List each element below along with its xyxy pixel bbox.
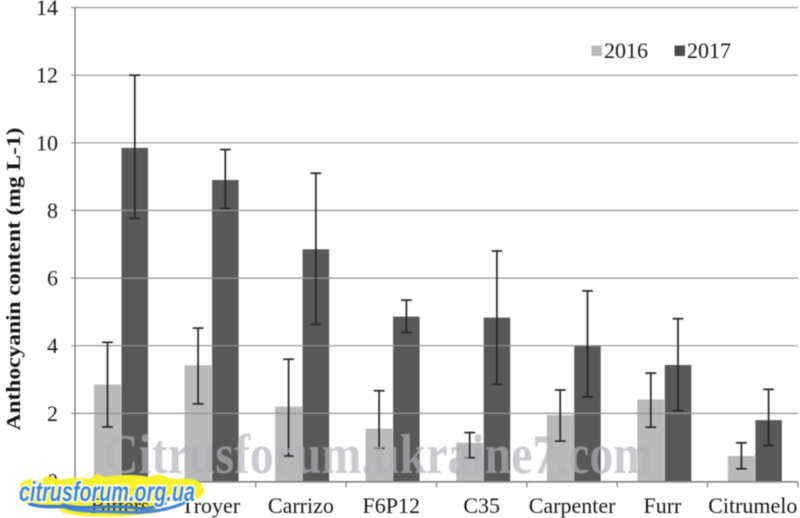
svg-text:C35: C35 bbox=[463, 493, 500, 518]
svg-text:14: 14 bbox=[36, 0, 58, 20]
svg-text:2016: 2016 bbox=[604, 38, 648, 63]
svg-text:citrusforum.org.ua: citrusforum.org.ua bbox=[19, 476, 195, 507]
svg-text:Carrizo: Carrizo bbox=[268, 493, 334, 518]
svg-text:2017: 2017 bbox=[687, 38, 731, 63]
svg-text:Carpenter: Carpenter bbox=[529, 493, 616, 518]
svg-text:2: 2 bbox=[47, 401, 58, 426]
svg-text:F6P12: F6P12 bbox=[363, 493, 420, 518]
svg-text:8: 8 bbox=[47, 198, 58, 223]
svg-text:4: 4 bbox=[47, 333, 58, 358]
svg-text:6: 6 bbox=[47, 266, 58, 291]
svg-text:Furr: Furr bbox=[643, 493, 682, 518]
svg-text:Citrumelo: Citrumelo bbox=[708, 493, 797, 518]
svg-text:10: 10 bbox=[36, 130, 58, 155]
svg-text:Anthocyanin content (mg L-1): Anthocyanin content (mg L-1) bbox=[3, 128, 25, 431]
svg-text:Citrusforum.ukraine7.com: Citrusforum.ukraine7.com bbox=[104, 424, 653, 486]
svg-text:12: 12 bbox=[36, 63, 58, 88]
